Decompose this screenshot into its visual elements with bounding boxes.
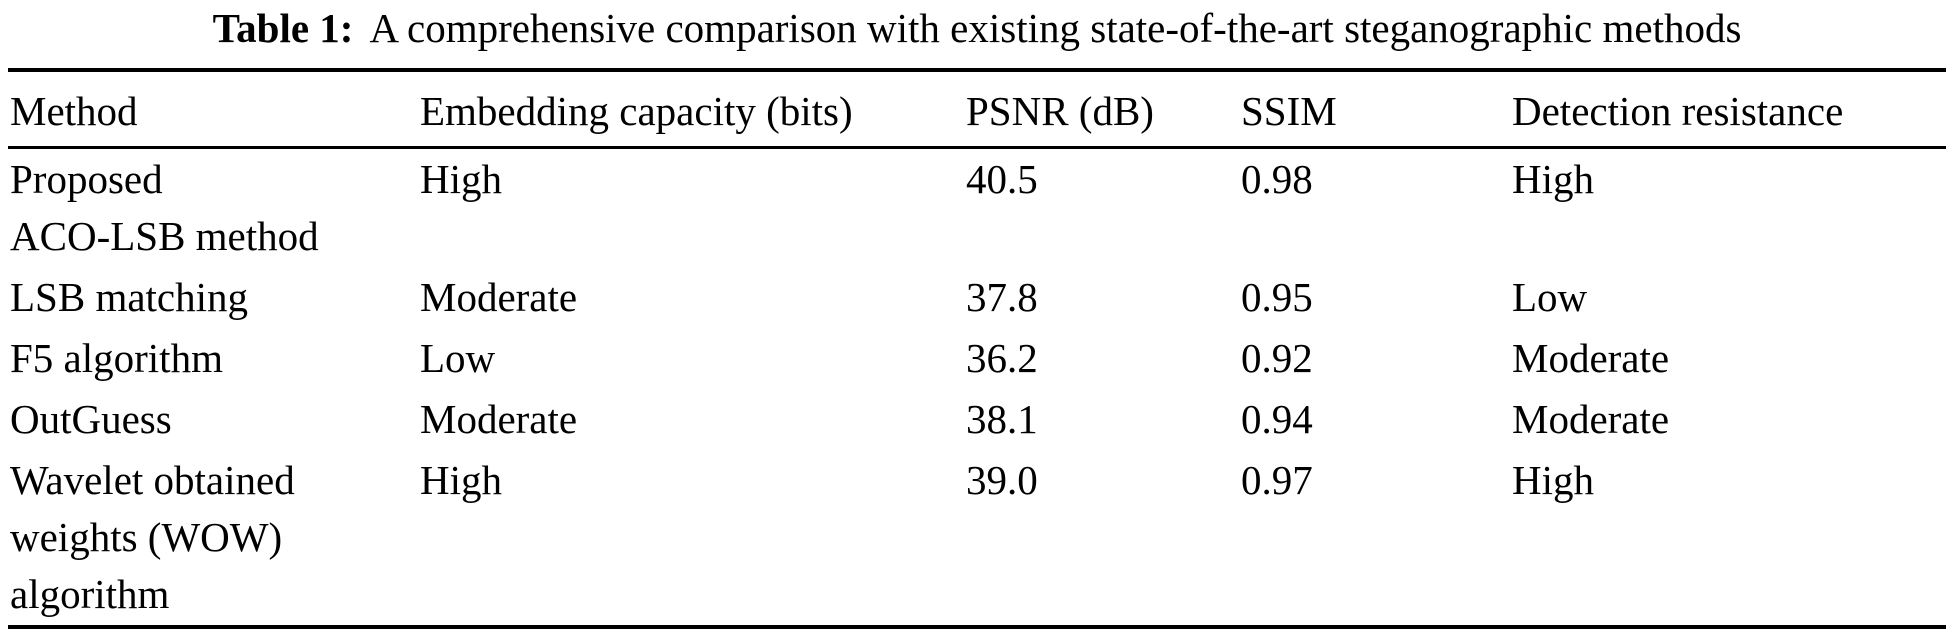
cell-resistance: High [1512,457,1594,503]
cell-capacity: Low [420,335,496,381]
table-row: Proposed ACO-LSB method High 40.5 0.98 H… [8,148,1946,268]
column-header-resistance: Detection resistance [1510,70,1946,149]
table-row: LSB matching Moderate 37.8 0.95 Low [8,267,1946,328]
cell-psnr: 39.0 [966,457,1038,503]
column-header-ssim: SSIM [1239,70,1510,149]
cell-capacity: Moderate [420,396,578,442]
cell-psnr: 36.2 [966,335,1038,381]
header-row: Method Embedding capacity (bits) PSNR (d… [8,70,1946,149]
cell-method: OutGuess [10,396,172,442]
cell-method: Proposed ACO-LSB method [10,156,319,259]
table-row: F5 algorithm Low 36.2 0.92 Moderate [8,328,1946,389]
cell-method: Wavelet obtained weights (WOW) algorithm [10,457,295,617]
cell-capacity: High [420,156,502,202]
cell-resistance: Low [1512,274,1588,320]
caption-text: A comprehensive comparison with existing… [369,5,1742,51]
cell-psnr: 38.1 [966,396,1038,442]
table-caption: Table 1: A comprehensive comparison with … [0,2,1954,54]
comparison-table: Method Embedding capacity (bits) PSNR (d… [8,68,1946,629]
cell-ssim: 0.98 [1241,156,1313,202]
table-row: OutGuess Moderate 38.1 0.94 Moderate [8,389,1946,450]
cell-method: F5 algorithm [10,335,223,381]
cell-capacity: Moderate [420,274,578,320]
table-header: Method Embedding capacity (bits) PSNR (d… [8,70,1946,149]
cell-ssim: 0.97 [1241,457,1313,503]
cell-capacity: High [420,457,502,503]
cell-resistance: Moderate [1512,396,1670,442]
caption-label: Table 1: [212,5,354,51]
column-header-method: Method [8,70,418,149]
cell-psnr: 40.5 [966,156,1038,202]
column-header-capacity: Embedding capacity (bits) [418,70,964,149]
table-body: Proposed ACO-LSB method High 40.5 0.98 H… [8,148,1946,628]
column-header-psnr: PSNR (dB) [964,70,1239,149]
cell-ssim: 0.95 [1241,274,1313,320]
table-row: Wavelet obtained weights (WOW) algorithm… [8,450,1946,627]
cell-resistance: Moderate [1512,335,1670,381]
cell-ssim: 0.94 [1241,396,1313,442]
cell-psnr: 37.8 [966,274,1038,320]
cell-resistance: High [1512,156,1594,202]
cell-method: LSB matching [10,274,249,320]
cell-ssim: 0.92 [1241,335,1313,381]
